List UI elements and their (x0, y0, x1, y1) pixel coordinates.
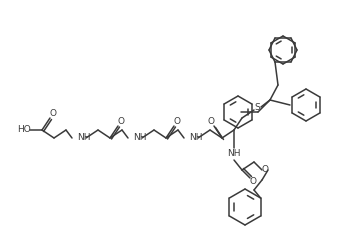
Text: NH: NH (227, 149, 241, 159)
Text: O: O (249, 177, 256, 185)
Text: O: O (208, 118, 214, 126)
Text: NH: NH (189, 133, 203, 143)
Text: NH: NH (133, 133, 147, 143)
Text: S: S (254, 103, 260, 111)
Text: O: O (118, 118, 124, 126)
Text: O: O (50, 109, 57, 119)
Text: HO: HO (17, 125, 31, 135)
Text: NH: NH (77, 133, 91, 143)
Text: O: O (262, 165, 269, 174)
Text: O: O (174, 118, 181, 126)
